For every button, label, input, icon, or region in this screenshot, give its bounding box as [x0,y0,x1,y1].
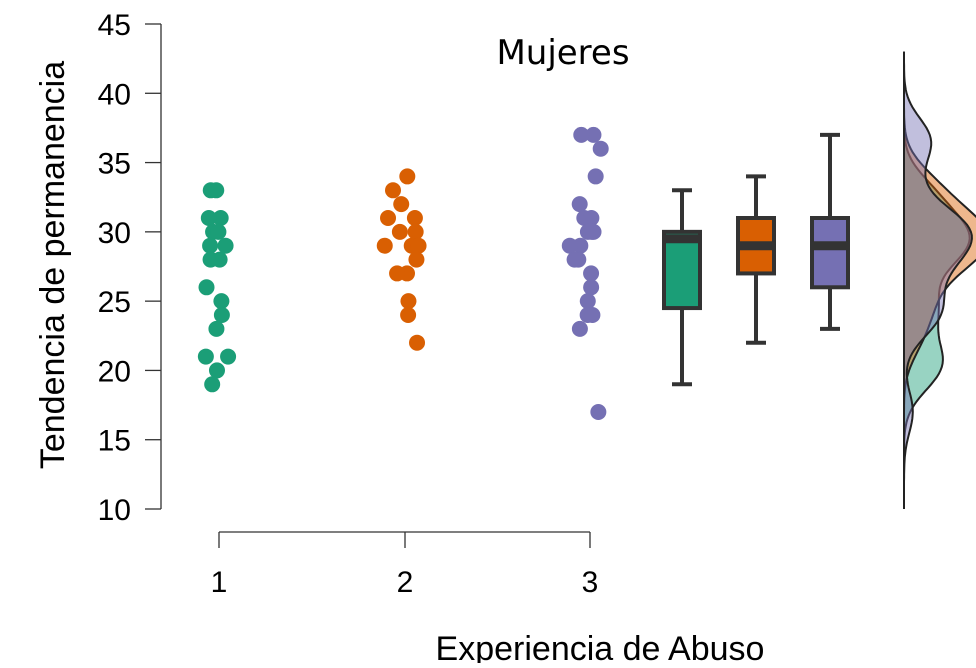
data-point [212,210,229,226]
data-point [566,251,583,268]
data-point [561,237,578,254]
data-point [389,265,406,282]
data-point [579,223,596,240]
data-point [583,265,600,282]
data-point [208,320,225,337]
y-tick-label: 20 [98,355,131,388]
data-point [410,237,427,254]
data-point [590,404,607,420]
points-layer [197,126,609,420]
data-point [583,279,600,296]
data-point [409,334,426,351]
data-point [400,307,417,323]
data-point [408,251,425,268]
y-tick-label: 30 [98,217,131,250]
x-tick-label: 1 [211,566,228,599]
x-axis-label: Experiencia de Abuso [436,630,765,663]
y-axis-label: Tendencia de permanencia [34,61,72,469]
data-point [583,210,600,226]
data-point [220,348,237,365]
data-point [391,223,408,240]
y-axis: 10 15 20 25 30 35 40 45 [98,9,162,527]
data-point [571,320,588,337]
data-point [579,293,596,310]
y-tick-label: 15 [98,425,131,458]
x-tick-label: 2 [397,566,414,599]
y-tick-label: 25 [98,286,131,319]
y-tick-label: 45 [98,9,131,42]
data-point [400,293,417,310]
density-layer [903,51,976,509]
data-point [200,210,217,226]
data-point [592,140,609,157]
data-point [217,237,234,254]
data-point [213,307,230,323]
data-point [571,196,588,213]
x-axis: 1 2 3 [211,531,599,599]
data-point [213,293,230,310]
box-body [810,216,850,290]
data-point [585,126,602,143]
x-tick-label: 3 [582,566,599,599]
y-tick-label: 40 [98,78,131,111]
data-point [384,182,401,199]
density-curve [903,51,973,509]
data-point [584,307,601,323]
data-point [380,210,397,226]
y-tick-label: 10 [98,494,131,527]
data-point [399,168,416,185]
boxplot-layer [662,132,850,387]
chart-title: Mujeres [496,33,629,73]
data-point [393,196,410,213]
data-point [587,168,604,185]
data-point [204,376,221,393]
data-point [208,362,225,379]
data-point [407,223,424,240]
data-point [202,251,219,268]
data-point [210,223,227,240]
data-point [198,279,215,296]
data-point [573,126,590,143]
data-point [208,182,225,199]
data-point [202,237,219,254]
data-point [376,237,393,254]
data-point [406,210,423,226]
box-body [662,229,702,311]
data-point [197,348,214,365]
y-tick-label: 35 [98,148,131,181]
